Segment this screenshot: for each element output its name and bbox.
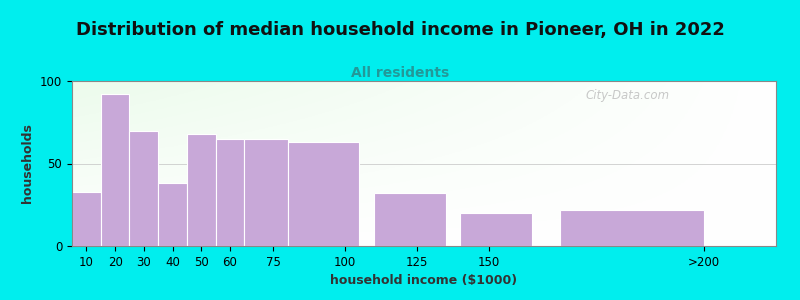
Bar — [374, 193, 446, 246]
Text: City-Data.com: City-Data.com — [586, 89, 670, 102]
Text: Distribution of median household income in Pioneer, OH in 2022: Distribution of median household income … — [75, 21, 725, 39]
Y-axis label: households: households — [22, 124, 34, 203]
Bar — [460, 213, 532, 246]
Bar — [287, 142, 359, 246]
Bar — [130, 130, 158, 246]
Bar — [561, 210, 704, 246]
Text: All residents: All residents — [351, 66, 449, 80]
Bar — [245, 139, 287, 246]
X-axis label: household income ($1000): household income ($1000) — [330, 274, 518, 287]
Bar — [101, 94, 130, 246]
Bar — [72, 191, 101, 246]
Bar — [158, 183, 187, 246]
Bar — [216, 139, 245, 246]
Bar — [187, 134, 216, 246]
